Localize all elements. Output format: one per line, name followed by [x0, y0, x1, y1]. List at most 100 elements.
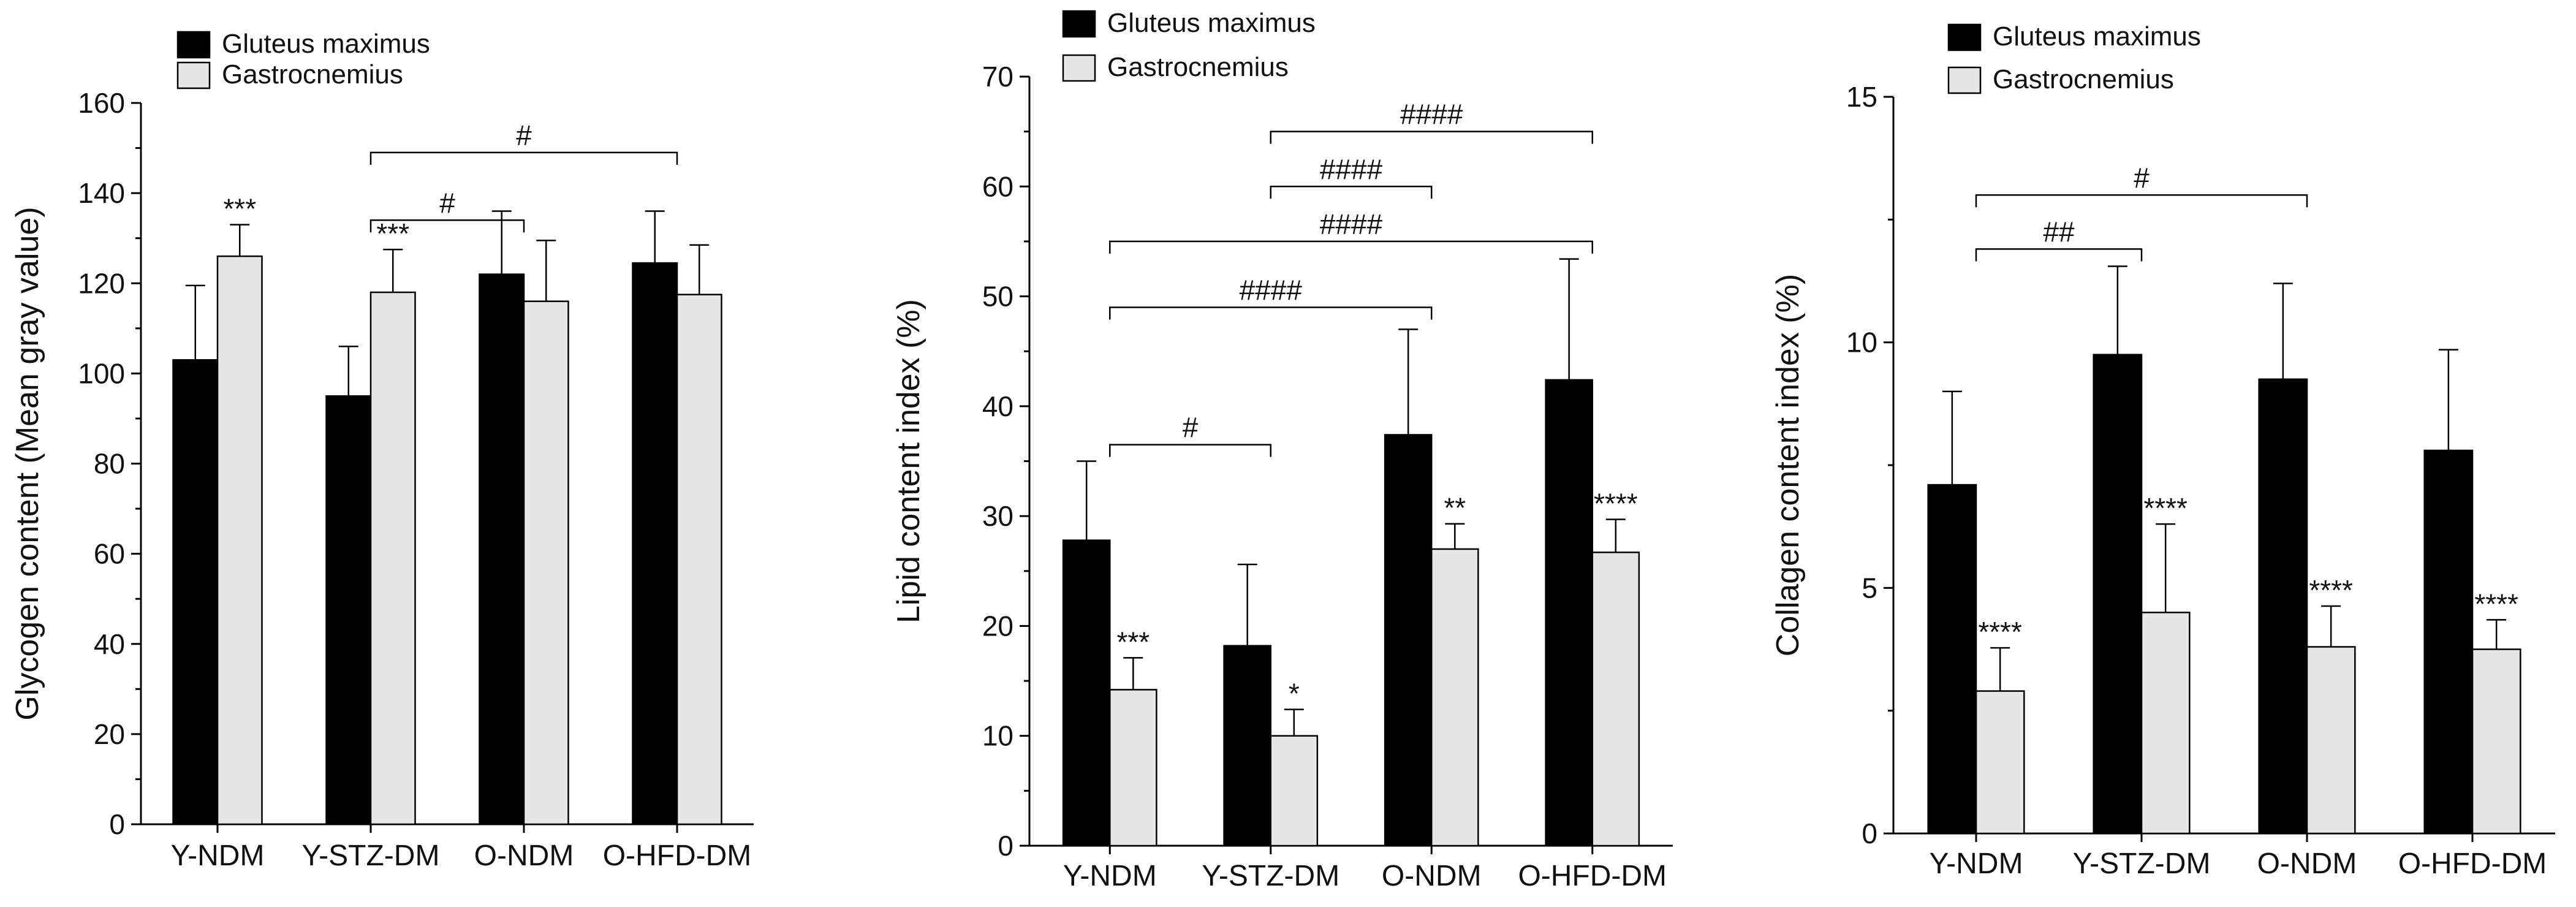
significance-stars: **** [1594, 488, 1638, 520]
bar-gluteus [1062, 539, 1111, 847]
legend-swatch [176, 61, 211, 89]
bar-gluteus [2258, 378, 2308, 835]
y-axis-label: Lipid content index (%) [891, 299, 926, 623]
bar-gastrocnemius [523, 300, 569, 825]
bar-gastrocnemius [369, 291, 416, 825]
y-tick-label: 120 [78, 267, 125, 299]
bar-gluteus [1545, 379, 1593, 847]
legend-swatch [1062, 54, 1096, 82]
comparison-bracket [1270, 186, 1433, 199]
x-category-label: Y-NDM [171, 840, 265, 872]
x-category-label: Y-STZ-DM [1202, 860, 1339, 892]
x-category-label: Y-STZ-DM [302, 840, 440, 872]
comparison-bracket [1109, 240, 1593, 254]
legend-label: Gluteus maximus [1107, 8, 1316, 38]
y-axis-label: Glycogen content (Mean gray value) [10, 207, 45, 720]
comparison-label: #### [1320, 153, 1383, 185]
legend-label: Gastrocnemius [1107, 52, 1289, 82]
x-category-label: O-NDM [2257, 848, 2357, 880]
y-tick-label: 40 [982, 390, 1013, 422]
comparison-label: # [2134, 162, 2150, 194]
x-category-label: O-HFD-DM [2398, 848, 2547, 880]
y-tick-label: 40 [94, 628, 125, 660]
y-tick-label: 60 [94, 538, 125, 570]
legend-swatch [1062, 10, 1096, 38]
bar-gluteus [1384, 434, 1433, 847]
significance-stars: *** [223, 193, 256, 225]
chart-panel-1: 0 20 40 60 80 100 120 140 160 Glycogen content (M… [10, 29, 754, 872]
y-tick-label: 140 [78, 177, 125, 209]
comparison-bracket [369, 151, 678, 165]
significance-stars: *** [376, 218, 409, 249]
bar-gastrocnemius [1431, 548, 1479, 847]
comparison-bracket [1270, 131, 1593, 144]
chart-panel-2: 0 10 20 30 40 50 60 70 Lipid content index (%) Y-… [891, 8, 1673, 892]
bar-gluteus [2423, 449, 2474, 835]
significance-stars: * [1289, 678, 1300, 710]
x-category-label: O-NDM [474, 840, 574, 872]
bar-gluteus [479, 273, 525, 825]
significance-stars: ** [1444, 492, 1466, 524]
bar-gluteus [2093, 354, 2143, 835]
comparison-label: # [516, 120, 532, 151]
y-tick-label: 15 [1846, 81, 1877, 113]
x-category-label: O-HFD-DM [603, 840, 752, 872]
comparison-label: # [1183, 412, 1199, 444]
y-tick-label: 0 [1862, 818, 1877, 849]
y-tick-label: 100 [78, 357, 125, 389]
bar-gluteus [632, 262, 678, 825]
y-tick-label: 60 [982, 170, 1013, 202]
significance-stars: *** [1116, 626, 1150, 658]
y-tick-label: 0 [998, 830, 1013, 862]
bar-gluteus [1927, 484, 1977, 835]
bar-gastrocnemius [676, 294, 722, 825]
significance-stars: **** [2309, 574, 2353, 606]
y-tick-label: 50 [982, 281, 1013, 313]
comparison-bracket [1975, 194, 2308, 208]
legend-label: Gluteus maximus [222, 29, 430, 59]
x-category-label: Y-NDM [1930, 848, 2023, 880]
comparison-label: ## [2043, 216, 2075, 248]
legend-swatch [176, 31, 211, 59]
bar-gastrocnemius [2471, 648, 2521, 835]
legend-label: Gluteus maximus [1993, 21, 2201, 51]
comparison-bracket [369, 219, 525, 233]
bar-gastrocnemius [1270, 735, 1319, 847]
chart-panel-3: 0 5 10 15 Collagen content index (%) Y-NDM ***… [1770, 21, 2555, 880]
bar-gluteus [172, 359, 219, 825]
bar-gastrocnemius [1975, 690, 2025, 835]
bar-gluteus [1223, 645, 1271, 847]
y-tick-label: 10 [1846, 327, 1877, 359]
significance-stars: **** [2143, 492, 2188, 524]
comparison-bracket [1109, 444, 1271, 457]
y-tick-label: 20 [982, 610, 1013, 642]
y-tick-label: 20 [94, 718, 125, 750]
legend-swatch [1947, 66, 1982, 94]
legend-swatch [1947, 23, 1982, 51]
comparison-label: #### [1320, 208, 1383, 240]
x-category-label: Y-NDM [1063, 860, 1157, 892]
y-tick-label: 0 [109, 808, 125, 840]
bar-gastrocnemius [2306, 646, 2356, 835]
x-category-label: O-NDM [1382, 860, 1482, 892]
y-tick-label: 10 [982, 720, 1013, 752]
significance-stars: **** [2474, 588, 2518, 620]
significance-stars: **** [1978, 616, 2022, 648]
comparison-label: #### [1400, 99, 1463, 131]
y-tick-label: 30 [982, 500, 1013, 532]
legend-label: Gastrocnemius [1993, 64, 2174, 94]
bar-gluteus [325, 395, 372, 825]
y-tick-label: 5 [1862, 572, 1877, 604]
comparison-label: #### [1240, 275, 1303, 306]
bar-gastrocnemius [216, 255, 263, 825]
comparison-bracket [1109, 306, 1433, 320]
y-tick-label: 80 [94, 448, 125, 480]
comparison-bracket [1975, 248, 2143, 262]
y-axis-label: Collagen content index (%) [1770, 274, 1806, 656]
y-tick-label: 70 [982, 61, 1013, 93]
legend-label: Gastrocnemius [222, 59, 403, 89]
x-category-label: O-HFD-DM [1518, 860, 1667, 892]
bar-gastrocnemius [2140, 612, 2191, 835]
x-category-label: Y-STZ-DM [2073, 848, 2211, 880]
bar-gastrocnemius [1109, 689, 1157, 847]
